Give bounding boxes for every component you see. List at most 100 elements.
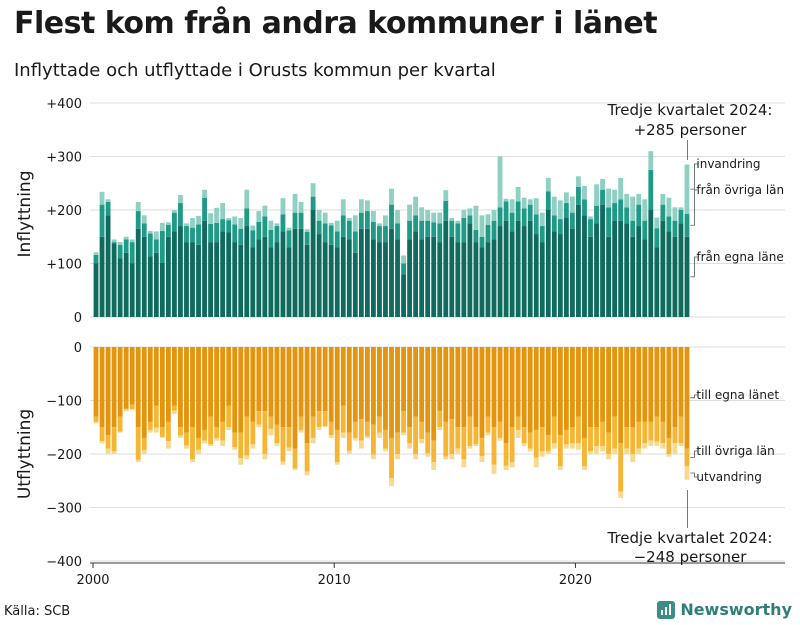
outflow-bar-other: [491, 427, 497, 465]
outflow-bar-own: [244, 347, 250, 417]
outflow-bar-emigration: [491, 464, 497, 474]
outflow-bar-emigration: [364, 436, 370, 438]
outflow-bar-other: [105, 435, 111, 449]
x-tick-label: 2000: [76, 573, 109, 588]
inflow-bar-immigration: [178, 195, 183, 204]
outflow-bar-emigration: [539, 451, 545, 457]
outflow-bar-other: [479, 437, 485, 457]
x-tick-label: 2010: [318, 573, 351, 588]
inflow-bar-own: [515, 220, 521, 317]
outflow-bar-emigration: [419, 439, 425, 444]
inflow-bar-immigration: [684, 164, 690, 214]
outflow-bar-own: [389, 347, 394, 438]
outflow-bar-other: [129, 404, 135, 410]
outflow-bar-own: [600, 347, 605, 422]
inflow-bar-immigration: [425, 210, 431, 221]
inflow-bar-own: [358, 228, 364, 317]
outflow-bar-emigration: [370, 454, 376, 460]
annotation-bottom-line1: Tredje kvartalet 2024:: [607, 529, 773, 547]
outflow-bar-emigration: [346, 450, 352, 454]
outflow-bar-other: [334, 429, 340, 463]
inflow-bar-other: [129, 242, 135, 264]
inflow-bar-other: [159, 230, 165, 263]
inflow-bar-immigration: [636, 193, 642, 205]
inflow-bar-immigration: [99, 191, 105, 205]
inflow-bar-other: [582, 199, 587, 216]
top-y-tick-label: +200: [46, 204, 82, 219]
inflow-bar-other: [147, 233, 153, 257]
inflow-bar-immigration: [648, 151, 654, 170]
outflow-bar-own: [467, 347, 473, 417]
outflow-bar-other: [539, 427, 545, 452]
inflow-bar-own: [630, 236, 636, 317]
inflow-bar-immigration: [310, 183, 316, 197]
inflow-bar-other: [364, 211, 370, 229]
outflow-bar-own: [455, 347, 461, 428]
outflow-bar-emigration: [153, 427, 159, 433]
inflow-bar-immigration: [105, 199, 111, 202]
outflow-bar-emigration: [232, 447, 238, 450]
outflow-bar-own: [533, 347, 539, 430]
outflow-bar-other: [171, 405, 177, 411]
inflow-bar-other: [533, 214, 539, 235]
outflow-bar-other: [425, 432, 431, 454]
inflow-bar-immigration: [642, 199, 648, 221]
outflow-bar-other: [672, 427, 678, 444]
inflow-bar-own: [624, 223, 630, 317]
outflow-bar-emigration: [503, 465, 509, 471]
inflow-bar-other: [455, 223, 461, 243]
outflow-bar-other: [545, 435, 551, 452]
outflow-bar-other: [310, 416, 316, 438]
outflow-bar-own: [642, 347, 648, 422]
outflow-bar-other: [232, 432, 238, 448]
inflow-bar-immigration: [497, 156, 503, 208]
outflow-bar-emigration: [582, 466, 587, 471]
outflow-bar-own: [618, 347, 624, 444]
outflow-bar-other: [370, 424, 376, 455]
bottom-y-tick-label: −100: [46, 395, 82, 410]
outflow-bar-other: [624, 427, 630, 449]
inflow-bar-other: [563, 203, 569, 219]
outflow-bar-emigration: [678, 443, 684, 446]
inflow-bar-other: [545, 191, 551, 210]
outflow-bar-emigration: [485, 432, 491, 436]
inflow-bar-own: [178, 226, 183, 317]
outflow-bar-own: [449, 347, 455, 420]
top-y-tick-label: 0: [74, 311, 82, 326]
inflow-bar-other: [316, 220, 322, 235]
outflow-bar-own: [551, 347, 557, 417]
inflow-bar-other: [232, 224, 238, 243]
outflow-bar-other: [298, 416, 304, 430]
inflow-bar-immigration: [141, 215, 147, 224]
inflow-bar-own: [660, 220, 666, 317]
outflow-bar-emigration: [455, 448, 461, 454]
inflow-bar-immigration: [244, 189, 250, 209]
outflow-bar-own: [539, 347, 545, 428]
inflow-bar-immigration: [618, 177, 624, 200]
inflow-bar-other: [274, 226, 280, 243]
inflow-bar-other: [123, 239, 129, 253]
outflow-bar-own: [129, 347, 135, 405]
migration-chart: 0 +100 +200 +300 +400 0 −100 −200 −300 −400 2000 20…: [15, 97, 785, 588]
inflow-bar-own: [208, 242, 214, 317]
outflow-bar-other: [582, 437, 587, 467]
inflow-bar-own: [280, 231, 286, 317]
inflow-bar-immigration: [346, 218, 352, 221]
inflow-bar-immigration: [111, 239, 117, 243]
outflow-bar-other: [274, 424, 280, 444]
outflow-bar-emigration: [214, 437, 220, 441]
inflow-bar-other: [268, 229, 274, 248]
outflow-bar-own: [334, 347, 340, 430]
inflow-bar-immigration: [153, 231, 159, 240]
outflow-bar-own: [322, 347, 328, 412]
inflow-bar-immigration: [352, 215, 358, 232]
inflow-bar-immigration: [606, 188, 612, 208]
outflow-bar-other: [437, 411, 443, 428]
inflow-bar-immigration: [190, 218, 195, 228]
inflow-bar-other: [443, 200, 449, 221]
inflow-bar-immigration: [443, 190, 449, 201]
inflow-bar-other: [551, 215, 557, 232]
inflow-bar-other: [509, 212, 515, 232]
outflow-bar-other: [461, 427, 467, 460]
inflow-bar-own: [413, 231, 419, 317]
